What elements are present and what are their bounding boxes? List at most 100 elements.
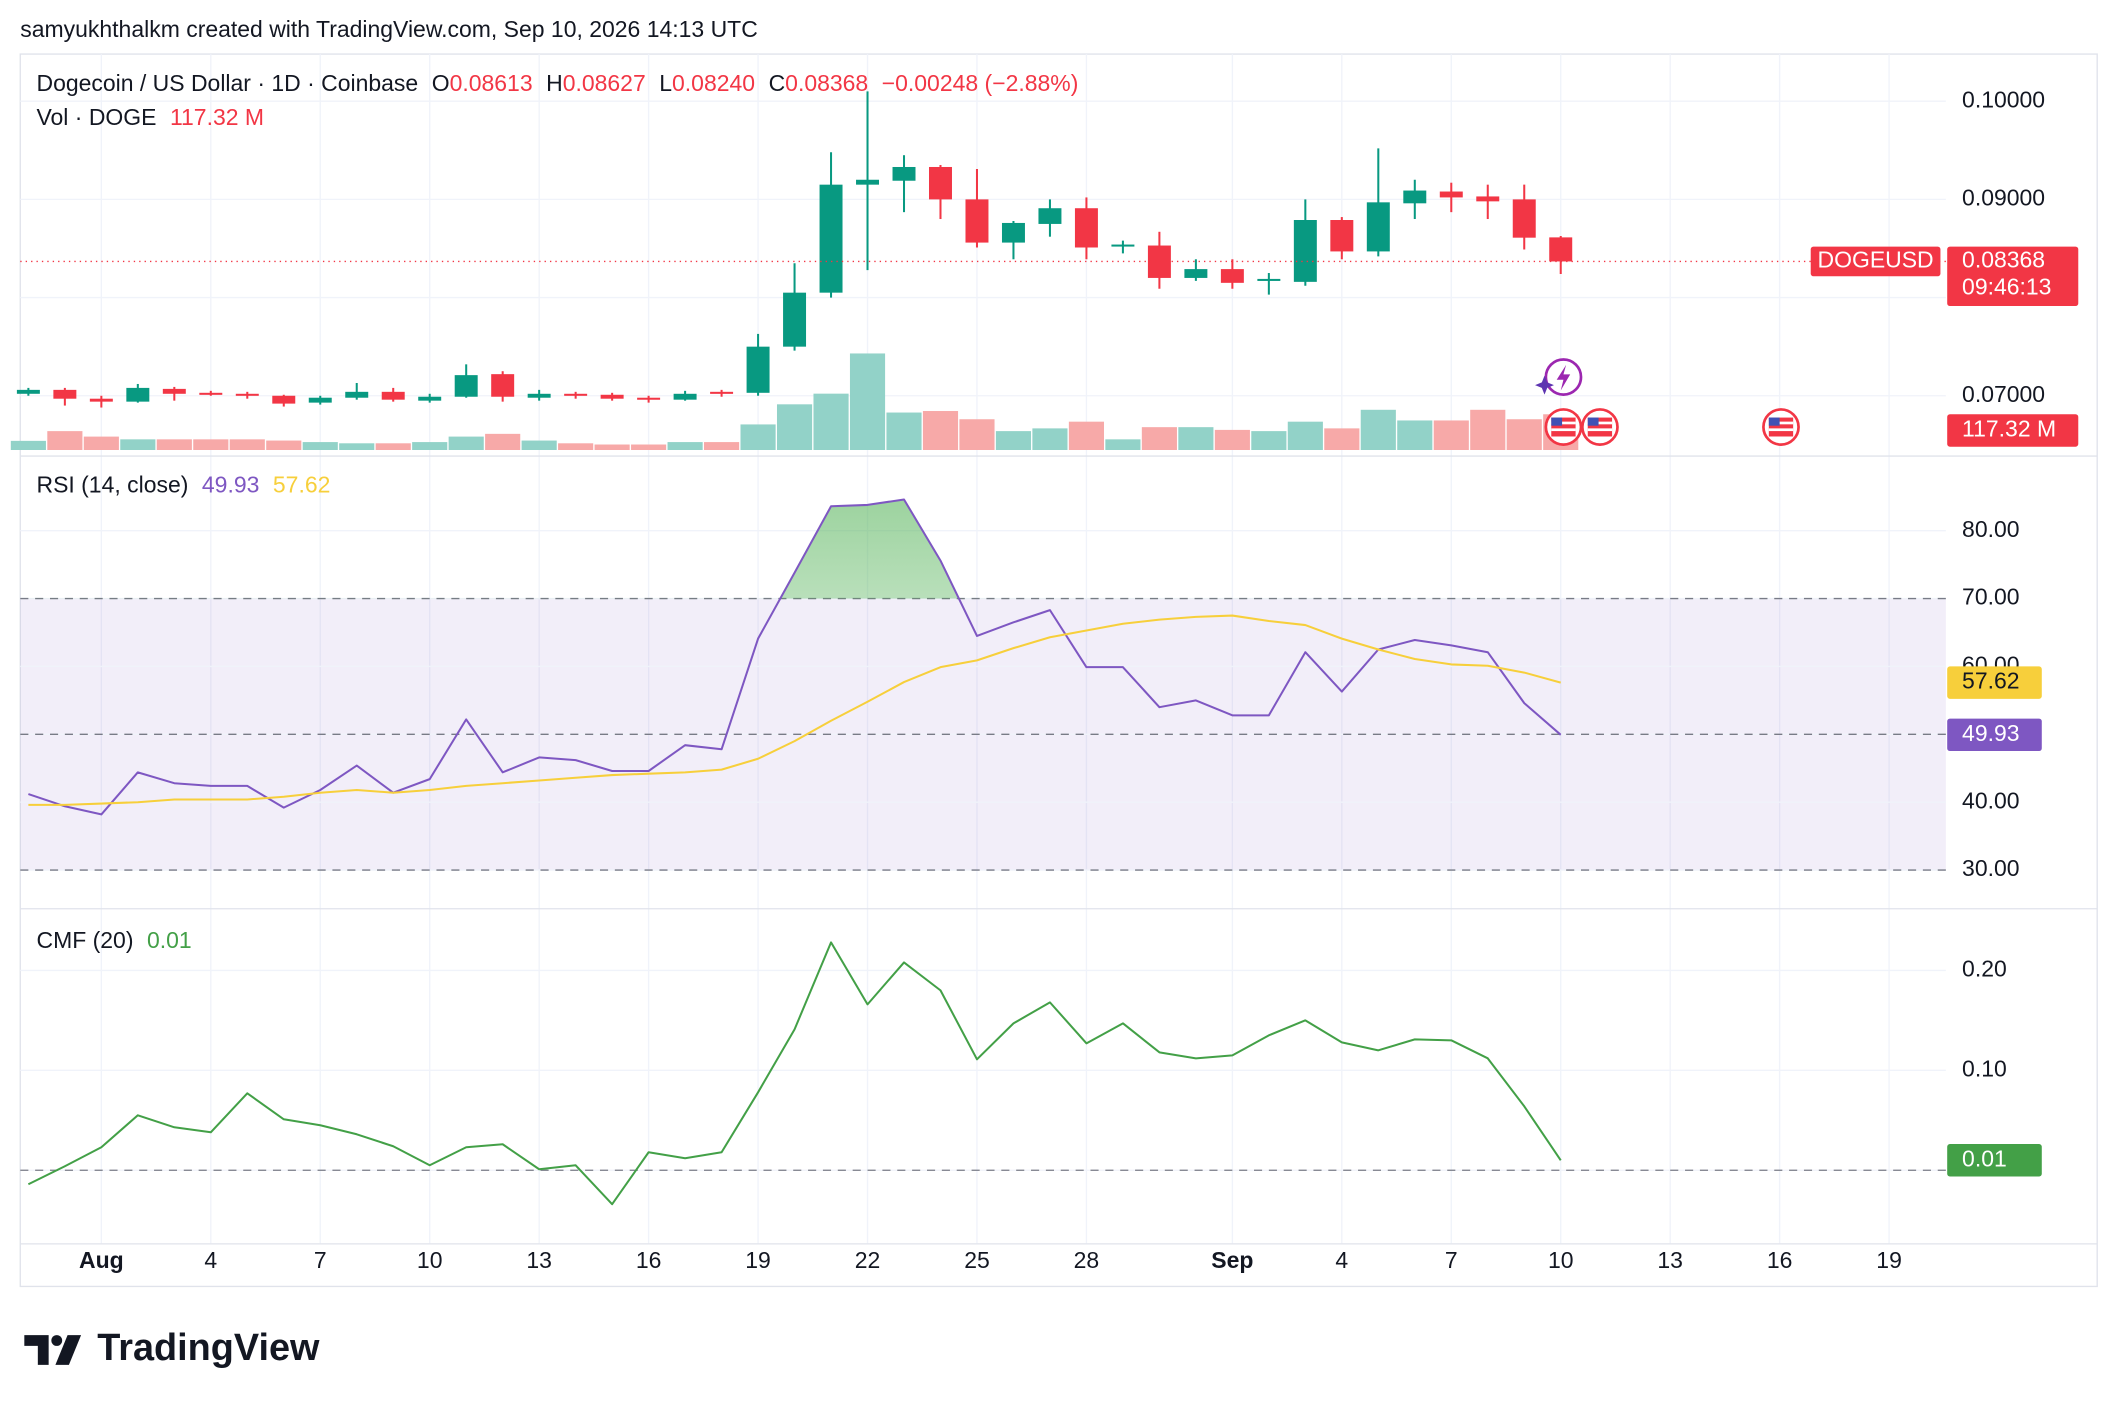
x-tick-label: 10 bbox=[1548, 1247, 1574, 1273]
chart-frame bbox=[19, 53, 2098, 1288]
candle-body bbox=[53, 389, 77, 399]
candle-body bbox=[564, 393, 588, 396]
volume-bar bbox=[667, 442, 703, 450]
legend-value: 0.08368 bbox=[785, 70, 868, 96]
candle-body bbox=[235, 393, 259, 396]
volume-bar bbox=[959, 419, 995, 450]
volume-bar bbox=[594, 444, 630, 450]
candle-body bbox=[199, 392, 223, 395]
candle-body bbox=[673, 393, 697, 400]
candle-body bbox=[454, 375, 478, 397]
volume-bar bbox=[1032, 428, 1068, 450]
volume-bar bbox=[1324, 428, 1360, 450]
credit: samyukhthalkm created with TradingView.c… bbox=[20, 16, 758, 42]
y-tick-label: 0.10000 bbox=[1962, 86, 2045, 112]
chart-title: Dogecoin / US Dollar · 1D · Coinbase bbox=[36, 70, 418, 96]
volume-bar bbox=[375, 443, 411, 450]
candle-body bbox=[1403, 190, 1427, 204]
x-tick-label: 19 bbox=[1876, 1247, 1902, 1273]
chart-title: Vol · DOGE bbox=[36, 104, 156, 130]
y-tick-label: 0.10 bbox=[1962, 1055, 2007, 1081]
candle-body bbox=[1001, 222, 1025, 243]
x-tick-label: 28 bbox=[1074, 1247, 1100, 1273]
volume-bar bbox=[631, 444, 667, 450]
candle-body bbox=[527, 393, 551, 398]
volume-bar bbox=[302, 442, 338, 450]
volume-bar bbox=[339, 443, 375, 450]
volume-bar bbox=[120, 439, 156, 450]
y-tick-label: 80.00 bbox=[1962, 516, 2019, 542]
symbol-badge bbox=[1810, 246, 1941, 277]
volume-bar bbox=[485, 433, 521, 450]
y-tick-label: 40.00 bbox=[1962, 787, 2019, 813]
volume-bar bbox=[922, 411, 959, 450]
candle-body bbox=[1330, 220, 1354, 252]
volume-bar bbox=[47, 431, 83, 450]
axis-badge bbox=[1947, 666, 2042, 699]
event-icon-bolt bbox=[1556, 364, 1571, 391]
candle-body bbox=[819, 184, 843, 293]
candle-body bbox=[16, 389, 40, 394]
legend-value: 0.01 bbox=[147, 927, 192, 953]
candle-body bbox=[1439, 191, 1463, 198]
candle-body bbox=[746, 346, 770, 393]
volume-bar bbox=[1251, 431, 1287, 450]
candle-body bbox=[1549, 237, 1573, 262]
candle-body bbox=[637, 397, 661, 400]
axis-badge-label: 117.32 M bbox=[1962, 416, 2056, 442]
legend-change: −0.00248 (−2.88%) bbox=[882, 70, 1079, 96]
x-tick-label: 16 bbox=[636, 1247, 662, 1273]
y-tick-label: 0.07000 bbox=[1962, 381, 2045, 407]
chart-title: CMF (20) bbox=[36, 927, 133, 953]
axis-badge-label: 57.62 bbox=[1962, 668, 2019, 694]
candle-body bbox=[600, 394, 624, 399]
chart-legend: CMF (20) 0.01 bbox=[36, 927, 191, 953]
x-tick-label: 16 bbox=[1767, 1247, 1793, 1273]
x-tick-label: 25 bbox=[964, 1247, 990, 1273]
volume-bar bbox=[1287, 421, 1323, 450]
volume-bar bbox=[156, 439, 192, 450]
x-tick-label: 22 bbox=[855, 1247, 881, 1273]
legend-value: 0.08627 bbox=[563, 70, 646, 96]
flag-icon bbox=[1544, 408, 1583, 446]
candle-body bbox=[1220, 269, 1244, 283]
axis-badge bbox=[1947, 718, 2042, 752]
plot-layer: Aug 4 7 10 13 16 19 22 25 28 Sep 4 7 10 13 16 19 0.10000 0… bbox=[10, 54, 2045, 1273]
legend-value: 0.08240 bbox=[672, 70, 755, 96]
volume-bar bbox=[1397, 420, 1433, 450]
candle-body bbox=[308, 397, 332, 403]
candle-body bbox=[1366, 202, 1390, 252]
candle-body bbox=[965, 199, 989, 243]
y-tick-label: 70.00 bbox=[1962, 584, 2019, 610]
overbought-fill bbox=[28, 499, 1561, 599]
y-tick-label: 0.20 bbox=[1962, 955, 2007, 981]
x-tick-label: 7 bbox=[314, 1247, 327, 1273]
candle-body bbox=[345, 391, 369, 398]
series-line bbox=[27, 941, 1562, 1206]
volume-bar bbox=[1141, 427, 1177, 450]
chart-title: RSI (14, close) bbox=[36, 472, 188, 498]
candle-body bbox=[929, 166, 952, 200]
series-line bbox=[28, 498, 1562, 816]
volume-bar bbox=[229, 439, 265, 450]
volume-bar bbox=[412, 442, 448, 450]
candle-body bbox=[1293, 220, 1317, 282]
x-tick-label: 19 bbox=[745, 1247, 771, 1273]
logo-mark bbox=[51, 1335, 63, 1346]
volume-bar bbox=[813, 393, 849, 450]
axis-badge bbox=[1947, 246, 2079, 307]
volume-bar bbox=[266, 440, 302, 450]
volume-bar bbox=[849, 353, 886, 450]
flag-icon bbox=[1581, 408, 1619, 446]
chart-legend: Vol · DOGE 117.32 M bbox=[36, 104, 264, 130]
candle-body bbox=[783, 292, 807, 347]
candle-body bbox=[272, 395, 296, 404]
candle-body bbox=[89, 398, 113, 402]
x-tick-label: Sep bbox=[1211, 1247, 1253, 1273]
legend-value: 117.32 M bbox=[170, 104, 264, 130]
volume-bar bbox=[1068, 421, 1104, 450]
candle-body bbox=[126, 387, 150, 402]
